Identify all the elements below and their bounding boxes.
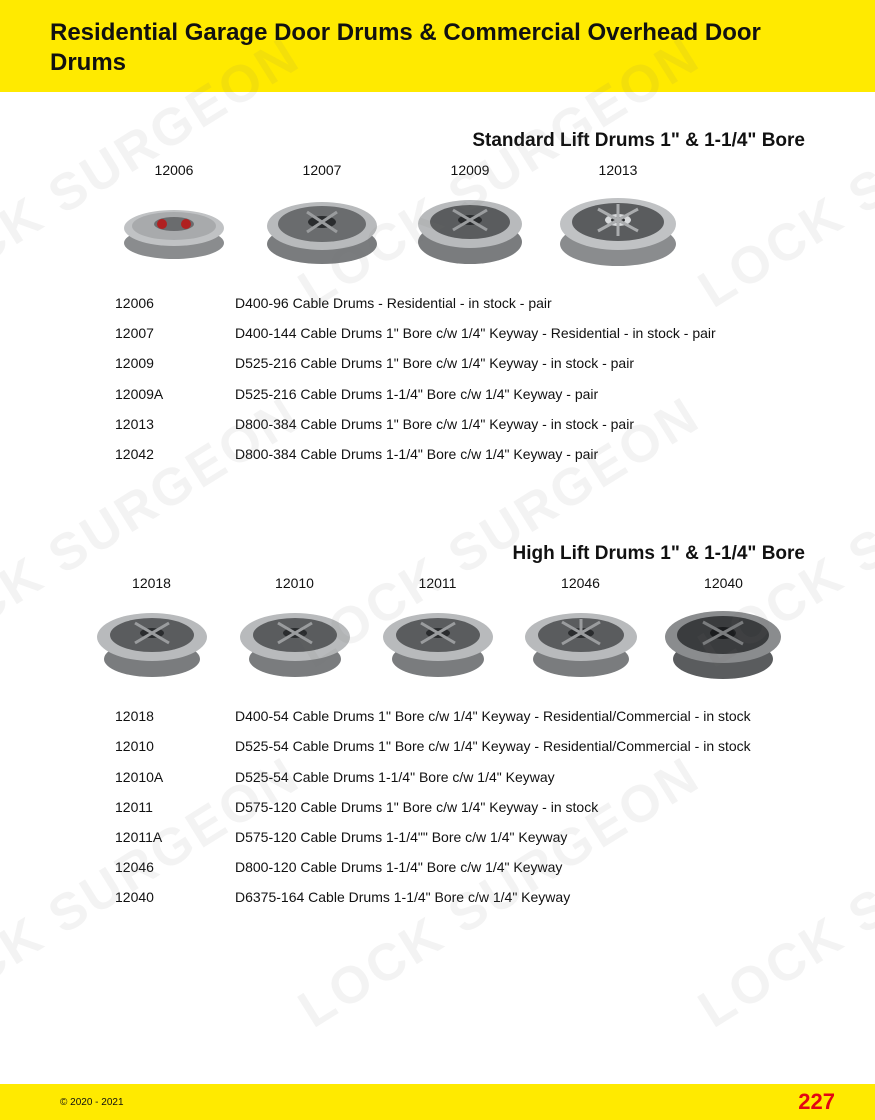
spec-desc: D400-96 Cable Drums - Residential - in s… xyxy=(235,294,775,312)
spec-row: 12046D800-120 Cable Drums 1-1/4" Bore c/… xyxy=(115,858,775,876)
spec-code: 12013 xyxy=(115,415,235,433)
drum-image xyxy=(405,184,535,272)
drum-label: 12040 xyxy=(704,575,743,591)
spec-desc: D400-54 Cable Drums 1" Bore c/w 1/4" Key… xyxy=(235,707,775,725)
drum-item: 12009 xyxy=(396,162,544,272)
spec-desc: D6375-164 Cable Drums 1-1/4" Bore c/w 1/… xyxy=(235,888,775,906)
spec-code: 12006 xyxy=(115,294,235,312)
spec-row: 12018D400-54 Cable Drums 1" Bore c/w 1/4… xyxy=(115,707,775,725)
drum-item: 12040 xyxy=(652,575,795,685)
spec-desc: D575-120 Cable Drums 1" Bore c/w 1/4" Ke… xyxy=(235,798,775,816)
drum-item: 12006 xyxy=(100,162,248,272)
spec-code: 12009A xyxy=(115,385,235,403)
header-bar: Residential Garage Door Drums & Commerci… xyxy=(0,0,875,92)
drum-image xyxy=(656,597,791,685)
spec-code: 12018 xyxy=(115,707,235,725)
drum-label: 12046 xyxy=(561,575,600,591)
spec-desc: D525-54 Cable Drums 1" Bore c/w 1/4" Key… xyxy=(235,737,775,755)
spec-desc: D525-54 Cable Drums 1-1/4" Bore c/w 1/4"… xyxy=(235,768,775,786)
spec-desc: D525-216 Cable Drums 1-1/4" Bore c/w 1/4… xyxy=(235,385,775,403)
spec-desc: D800-384 Cable Drums 1" Bore c/w 1/4" Ke… xyxy=(235,415,775,433)
spec-row: 12010AD525-54 Cable Drums 1-1/4" Bore c/… xyxy=(115,768,775,786)
page-number: 227 xyxy=(798,1089,835,1115)
spec-row: 12009D525-216 Cable Drums 1" Bore c/w 1/… xyxy=(115,354,775,372)
content-area: Standard Lift Drums 1" & 1-1/4" Bore 120… xyxy=(0,92,875,906)
drum-label: 12006 xyxy=(155,162,194,178)
spec-code: 12040 xyxy=(115,888,235,906)
spec-row: 12040D6375-164 Cable Drums 1-1/4" Bore c… xyxy=(115,888,775,906)
drum-label: 12011 xyxy=(419,575,457,591)
drum-row-standard: 12006 12007 xyxy=(60,162,815,272)
footer-bar: © 2020 - 2021 227 xyxy=(0,1084,875,1120)
spec-desc: D800-384 Cable Drums 1-1/4" Bore c/w 1/4… xyxy=(235,445,775,463)
page-title: Residential Garage Door Drums & Commerci… xyxy=(50,18,835,78)
spec-row: 12042D800-384 Cable Drums 1-1/4" Bore c/… xyxy=(115,445,775,463)
spec-desc: D525-216 Cable Drums 1" Bore c/w 1/4" Ke… xyxy=(235,354,775,372)
spec-code: 12011 xyxy=(115,798,235,816)
spec-row: 12010D525-54 Cable Drums 1" Bore c/w 1/4… xyxy=(115,737,775,755)
spec-row: 12006D400-96 Cable Drums - Residential -… xyxy=(115,294,775,312)
drum-item: 12007 xyxy=(248,162,396,272)
drum-image xyxy=(551,184,686,272)
spec-row: 12009AD525-216 Cable Drums 1-1/4" Bore c… xyxy=(115,385,775,403)
drum-label: 12010 xyxy=(275,575,314,591)
spec-row: 12011D575-120 Cable Drums 1" Bore c/w 1/… xyxy=(115,798,775,816)
spec-row: 12013D800-384 Cable Drums 1" Bore c/w 1/… xyxy=(115,415,775,433)
spec-code: 12009 xyxy=(115,354,235,372)
drum-item: 12013 xyxy=(544,162,692,272)
spec-code: 12007 xyxy=(115,324,235,342)
spec-desc: D400-144 Cable Drums 1" Bore c/w 1/4" Ke… xyxy=(235,324,775,342)
spec-desc: D575-120 Cable Drums 1-1/4"" Bore c/w 1/… xyxy=(235,828,775,846)
drum-item: 12011 xyxy=(366,575,509,685)
spec-row: 12007D400-144 Cable Drums 1" Bore c/w 1/… xyxy=(115,324,775,342)
spec-list-highlift: 12018D400-54 Cable Drums 1" Bore c/w 1/4… xyxy=(60,707,815,906)
drum-image xyxy=(114,184,234,272)
drum-label: 12018 xyxy=(132,575,171,591)
copyright-text: © 2020 - 2021 xyxy=(60,1097,124,1108)
drum-item: 12046 xyxy=(509,575,652,685)
spec-code: 12011A xyxy=(115,828,235,846)
spec-row: 12011AD575-120 Cable Drums 1-1/4"" Bore … xyxy=(115,828,775,846)
drum-image xyxy=(257,184,387,272)
drum-image xyxy=(516,597,646,685)
spec-list-standard: 12006D400-96 Cable Drums - Residential -… xyxy=(60,294,815,463)
drum-image xyxy=(230,597,360,685)
drum-label: 12013 xyxy=(599,162,638,178)
drum-image xyxy=(373,597,503,685)
drum-label: 12007 xyxy=(303,162,342,178)
spec-desc: D800-120 Cable Drums 1-1/4" Bore c/w 1/4… xyxy=(235,858,775,876)
drum-label: 12009 xyxy=(451,162,490,178)
section-title-highlift: High Lift Drums 1" & 1-1/4" Bore xyxy=(60,543,805,565)
spec-code: 12010 xyxy=(115,737,235,755)
drum-row-highlift: 12018 12010 xyxy=(60,575,815,685)
drum-image xyxy=(87,597,217,685)
section-title-standard: Standard Lift Drums 1" & 1-1/4" Bore xyxy=(60,130,805,152)
drum-item: 12018 xyxy=(80,575,223,685)
spec-code: 12042 xyxy=(115,445,235,463)
spec-code: 12010A xyxy=(115,768,235,786)
drum-item: 12010 xyxy=(223,575,366,685)
spec-code: 12046 xyxy=(115,858,235,876)
